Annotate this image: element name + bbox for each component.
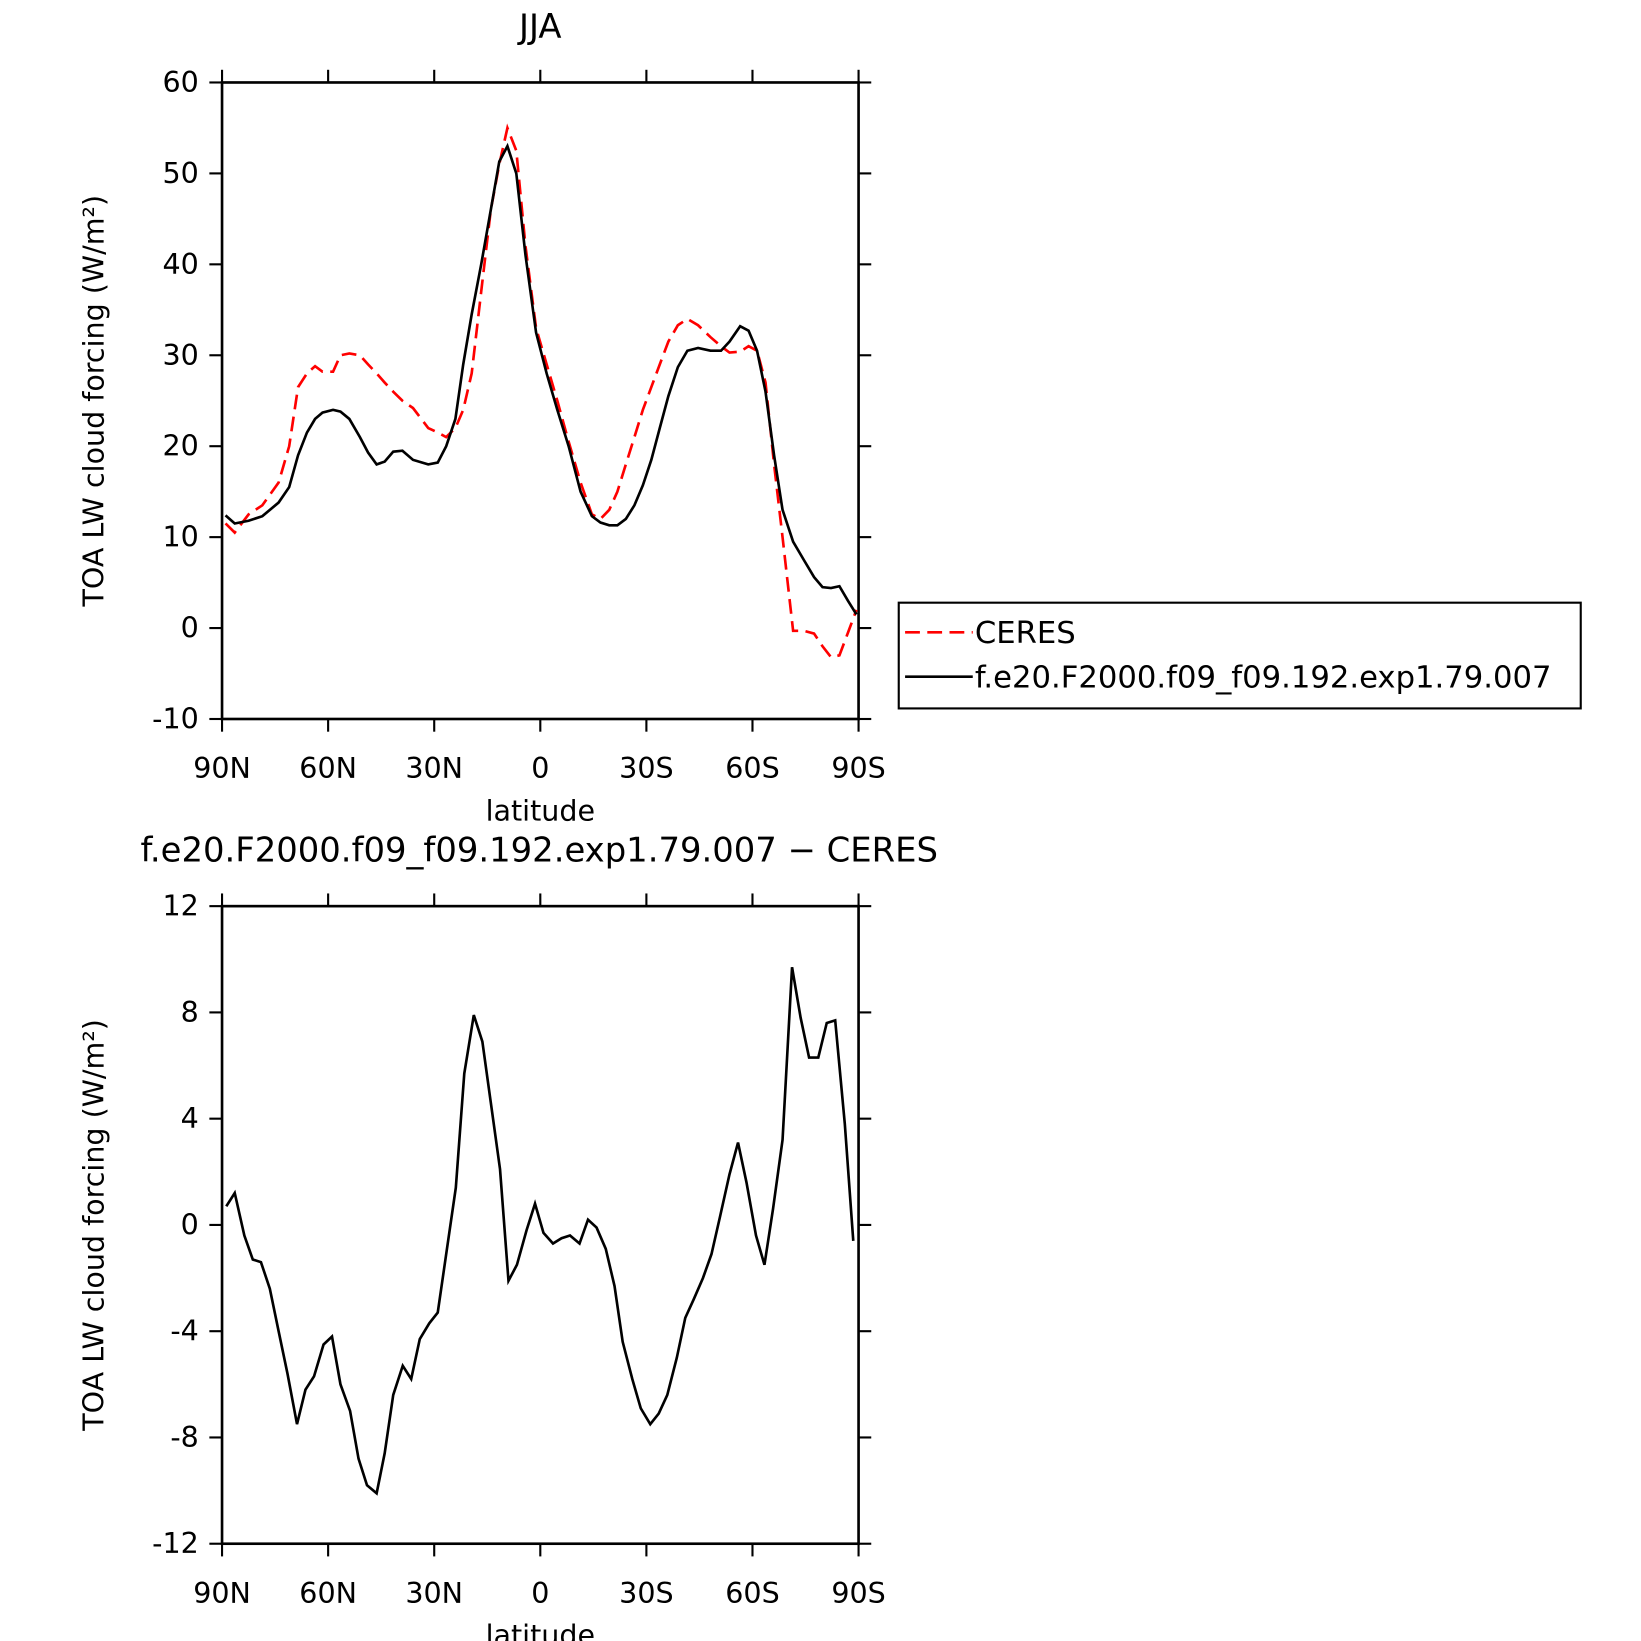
x-tick-label: 30N bbox=[405, 1577, 463, 1610]
y-axis-label: TOA LW cloud forcing (W/m²) bbox=[78, 195, 111, 608]
y-tick-label: 30 bbox=[162, 339, 198, 372]
chart-title: JJA bbox=[517, 7, 562, 46]
y-tick-label: 50 bbox=[162, 157, 198, 190]
y-tick-label: 0 bbox=[181, 1208, 199, 1241]
x-tick-label: 0 bbox=[531, 752, 549, 785]
x-tick-label: 60S bbox=[725, 1577, 779, 1610]
x-tick-label: 30S bbox=[619, 752, 673, 785]
y-tick-label: -8 bbox=[170, 1421, 198, 1454]
x-tick-label: 30N bbox=[405, 752, 463, 785]
y-tick-label: 60 bbox=[162, 66, 198, 99]
y-tick-label: -10 bbox=[152, 703, 199, 736]
x-tick-label: 30S bbox=[619, 1577, 673, 1610]
data-line bbox=[224, 142, 858, 616]
y-tick-label: 4 bbox=[181, 1102, 199, 1135]
y-tick-label: -12 bbox=[152, 1527, 199, 1560]
data-line bbox=[225, 967, 855, 1496]
x-tick-label: 60N bbox=[299, 1577, 357, 1610]
x-axis-label: latitude bbox=[486, 1619, 595, 1641]
y-axis-label: TOA LW cloud forcing (W/m²) bbox=[78, 1019, 111, 1432]
y-tick-label: 0 bbox=[181, 612, 199, 645]
x-tick-label: 90N bbox=[193, 752, 251, 785]
y-tick-label: 8 bbox=[181, 996, 199, 1029]
x-tick-label: 0 bbox=[531, 1577, 549, 1610]
x-tick-label: 90S bbox=[831, 752, 885, 785]
x-axis-label: latitude bbox=[486, 795, 595, 828]
y-tick-label: 20 bbox=[162, 430, 198, 463]
y-tick-label: 10 bbox=[162, 521, 198, 554]
data-line bbox=[224, 123, 858, 659]
x-tick-label: 60S bbox=[725, 752, 779, 785]
legend-box bbox=[897, 601, 1582, 710]
x-tick-label: 60N bbox=[299, 752, 357, 785]
legend-label: CERES bbox=[975, 616, 1076, 651]
legend-label: f.e20.F2000.f09_f09.192.exp1.79.007 bbox=[975, 660, 1552, 695]
x-tick-label: 90N bbox=[193, 1577, 251, 1610]
y-tick-label: 12 bbox=[162, 890, 198, 923]
x-tick-label: 90S bbox=[831, 1577, 885, 1610]
y-tick-label: -4 bbox=[170, 1315, 198, 1348]
chart-title: f.e20.F2000.f09_f09.192.exp1.79.007 − CE… bbox=[140, 831, 938, 870]
y-tick-label: 40 bbox=[162, 248, 198, 281]
plot-frame bbox=[220, 81, 860, 721]
